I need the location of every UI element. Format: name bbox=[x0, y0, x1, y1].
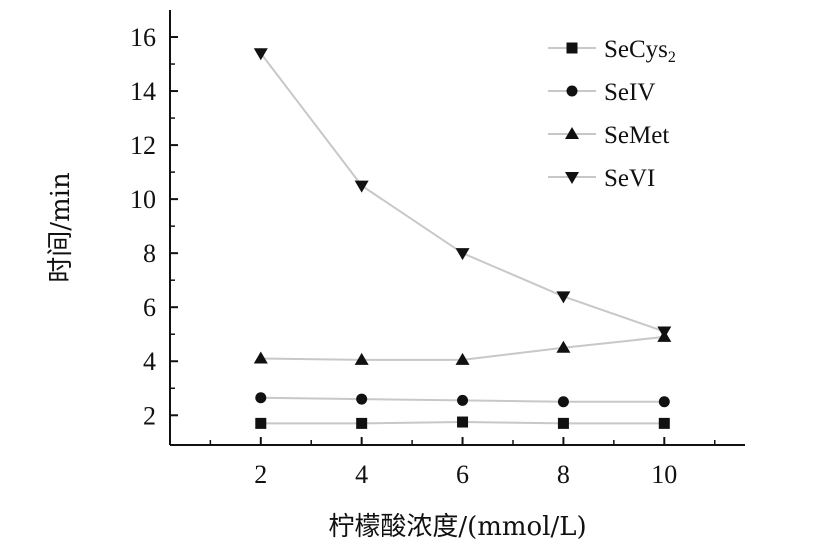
y-tick-label: 16 bbox=[130, 23, 156, 52]
y-tick-label: 14 bbox=[130, 77, 156, 106]
x-tick-label: 6 bbox=[456, 460, 469, 489]
series-sevi bbox=[253, 48, 672, 339]
legend-label: SeIV bbox=[604, 79, 655, 106]
x-tick-label: 10 bbox=[651, 460, 677, 489]
legend-label: SeMet bbox=[604, 122, 669, 149]
data-point bbox=[255, 392, 267, 404]
legend-subscript: 2 bbox=[668, 49, 676, 66]
legend-item: SeIV bbox=[548, 79, 655, 106]
y-tick-label: 12 bbox=[130, 131, 156, 160]
series-seiv bbox=[255, 392, 670, 408]
data-point bbox=[356, 393, 368, 405]
data-point bbox=[253, 351, 268, 364]
legend: SeCys2 SeIV SeMet SeVI bbox=[548, 36, 676, 192]
y-tick-label: 10 bbox=[130, 185, 156, 214]
legend-label: SeCys2 bbox=[604, 36, 676, 66]
legend-item: SeCys2 bbox=[548, 36, 676, 66]
data-point bbox=[556, 340, 571, 353]
legend-marker bbox=[565, 127, 579, 139]
data-point bbox=[557, 417, 569, 429]
data-point bbox=[253, 48, 268, 61]
data-point bbox=[457, 416, 469, 428]
legend-label: SeVI bbox=[604, 165, 655, 192]
y-axis-title: 时间/min bbox=[46, 172, 76, 283]
legend-marker bbox=[566, 85, 578, 97]
x-tick-label: 4 bbox=[355, 460, 368, 489]
data-point bbox=[556, 291, 571, 304]
data-point bbox=[455, 352, 470, 365]
legend-marker bbox=[565, 172, 579, 184]
y-tick-label: 8 bbox=[143, 239, 156, 268]
y-tick-label: 6 bbox=[143, 293, 156, 322]
series-secys bbox=[255, 416, 670, 429]
data-point bbox=[455, 248, 470, 261]
data-point bbox=[255, 417, 267, 429]
data-point bbox=[557, 396, 569, 408]
data-point bbox=[356, 417, 368, 429]
ticks: 2 4 6 8 10 12 14 16 2 4 6 8 10 bbox=[130, 23, 716, 489]
series-semet bbox=[253, 329, 672, 365]
legend-item: SeVI bbox=[548, 165, 655, 192]
data-point bbox=[354, 352, 369, 365]
legend-marker bbox=[566, 42, 578, 54]
x-axis-title: 柠檬酸浓度/(mmol/L) bbox=[328, 512, 586, 542]
data-point bbox=[658, 396, 670, 408]
y-tick-label: 2 bbox=[143, 401, 156, 430]
series-layer bbox=[253, 48, 672, 429]
axes bbox=[169, 10, 745, 446]
y-tick-label: 4 bbox=[143, 347, 156, 376]
data-point bbox=[657, 326, 672, 339]
legend-item: SeMet bbox=[548, 122, 669, 149]
data-point bbox=[354, 180, 369, 193]
data-point bbox=[457, 394, 469, 406]
x-tick-label: 2 bbox=[254, 460, 267, 489]
x-tick-label: 8 bbox=[557, 460, 570, 489]
data-point bbox=[658, 417, 670, 429]
